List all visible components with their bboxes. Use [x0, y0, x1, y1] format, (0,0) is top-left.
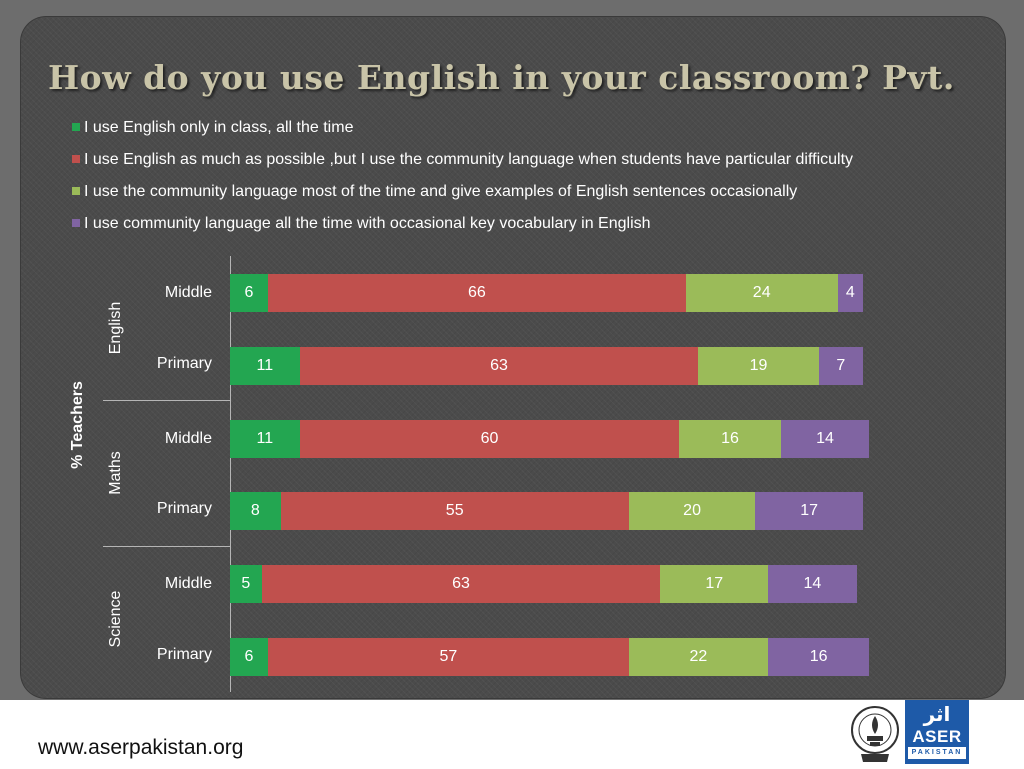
- legend-label: I use the community language most of the…: [84, 183, 798, 200]
- bar-segment: 20: [628, 492, 756, 530]
- bar-segment: 60: [299, 420, 680, 458]
- bar-segment: 6: [230, 638, 268, 676]
- group-label-science: Science: [107, 590, 124, 648]
- data-label: 7: [836, 357, 846, 374]
- bar-segment: 66: [267, 274, 686, 312]
- bar-segment: 7: [818, 347, 863, 385]
- legend-entry: I use English as much as possible ,but I…: [72, 149, 853, 171]
- category-label: Middle: [164, 284, 212, 301]
- bar-segment: 14: [780, 420, 870, 458]
- bar-segment: 8: [230, 492, 281, 530]
- data-label: 17: [800, 502, 819, 519]
- data-label: 60: [480, 430, 499, 447]
- aser-logo-subtext: PAKISTAN: [908, 747, 966, 759]
- aser-logo-urdu: اثر: [923, 704, 951, 726]
- y-axis-title: % Teachers: [69, 381, 86, 469]
- data-label: 5: [241, 575, 251, 592]
- bar-segment: 63: [299, 347, 699, 385]
- data-label: 16: [721, 430, 739, 447]
- bar-segment: 16: [679, 420, 781, 458]
- legend-label: I use English only in class, all the tim…: [84, 119, 354, 136]
- bar-segment: 11: [230, 420, 300, 458]
- bar-segment: 17: [755, 492, 863, 530]
- data-label: 57: [439, 648, 458, 665]
- data-label: 14: [816, 430, 834, 447]
- bar-segment: 17: [660, 565, 769, 603]
- legend-swatch: [72, 123, 80, 131]
- data-label: 17: [705, 575, 724, 592]
- group-separator: [103, 400, 231, 401]
- data-label: 6: [244, 284, 254, 301]
- legend-entry: I use the community language most of the…: [72, 181, 797, 203]
- legend-entry: I use English only in class, all the tim…: [72, 117, 353, 139]
- category-label: Middle: [164, 575, 212, 592]
- category-label: Primary: [156, 355, 212, 372]
- category-label: Primary: [156, 646, 212, 663]
- data-label: 20: [683, 502, 701, 519]
- bar-segment: 11: [230, 347, 300, 385]
- legend-entry: I use community language all the time wi…: [72, 213, 651, 235]
- bar-segment: 55: [280, 492, 629, 530]
- legend-swatch: [72, 219, 80, 227]
- data-label: 22: [689, 648, 708, 665]
- bar-segment: 6: [230, 274, 268, 312]
- data-label: 66: [467, 284, 486, 301]
- bar-segment: 24: [685, 274, 838, 312]
- bar-segment: 14: [768, 565, 857, 603]
- bar-segment: 63: [261, 565, 661, 603]
- itaa-logo-icon: [849, 702, 901, 764]
- bar-segment: 22: [628, 638, 769, 676]
- aser-logo-text: ASER: [912, 727, 962, 746]
- bar-segment: 57: [267, 638, 629, 676]
- data-label: 11: [256, 430, 274, 447]
- category-label: Middle: [164, 430, 212, 447]
- group-separator: [103, 546, 231, 547]
- slide-title: How do you use English in your classroom…: [48, 58, 955, 97]
- data-label: 19: [749, 357, 768, 374]
- aser-logo: اثر ASER PAKISTAN: [905, 700, 969, 764]
- bar-segment: 16: [768, 638, 870, 676]
- bar-segment: 4: [837, 274, 863, 312]
- bar-segment: 19: [698, 347, 819, 385]
- category-axis-line: [230, 256, 231, 692]
- group-label-english: English: [107, 301, 124, 355]
- bar-segment: 5: [230, 565, 262, 603]
- data-label: 16: [809, 648, 828, 665]
- category-label: Primary: [156, 500, 212, 517]
- group-label-maths: Maths: [107, 451, 124, 495]
- legend-swatch: [72, 155, 80, 163]
- data-label: 63: [490, 357, 508, 374]
- data-label: 14: [803, 575, 822, 592]
- data-label: 11: [256, 357, 274, 374]
- legend-label: I use community language all the time wi…: [84, 215, 651, 232]
- data-label: 4: [845, 284, 855, 301]
- data-label: 6: [244, 648, 254, 665]
- footer-url: www.aserpakistan.org: [38, 736, 244, 759]
- data-label: 63: [452, 575, 470, 592]
- data-label: 55: [445, 502, 464, 519]
- data-label: 24: [752, 284, 771, 301]
- data-label: 8: [250, 502, 260, 519]
- legend-label: I use English as much as possible ,but I…: [84, 151, 854, 168]
- legend-swatch: [72, 187, 80, 195]
